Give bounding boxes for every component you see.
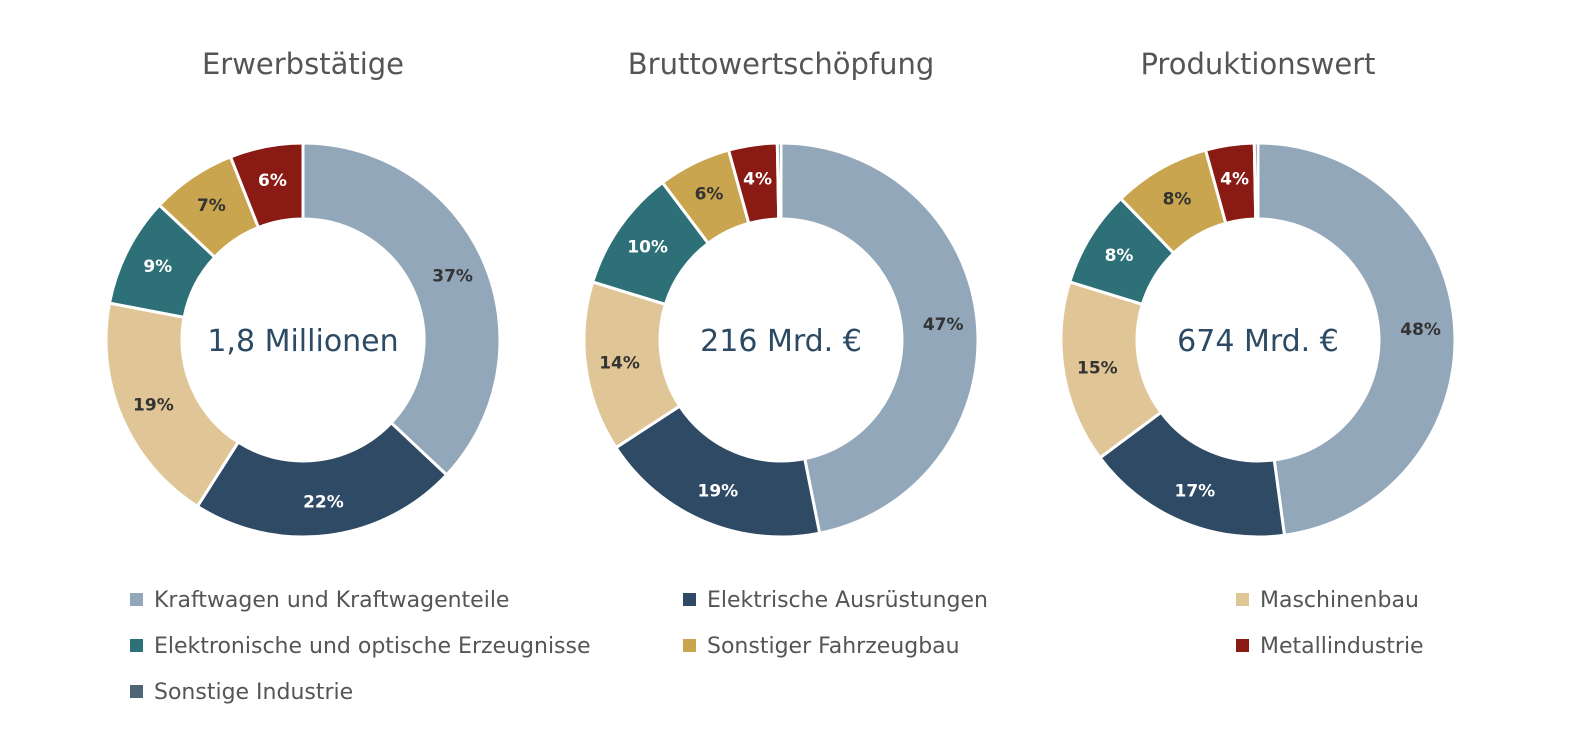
slice-data-label: 48%	[1400, 320, 1441, 340]
donut-chart-produktionswert: Produktionswert 48% 17% 15% 8% 8% 4% 674 Mrd. €	[1059, 47, 1457, 539]
donut-slice-maschinenbau	[104, 301, 241, 509]
legend-item-metallindustrie: Metallindustrie	[1236, 634, 1424, 659]
donut-chart-bruttowertschoepfung: Bruttowertschöpfung 47% 19% 14% 10% 6% 4% 216 M…	[582, 47, 980, 539]
slice-data-label: 7%	[197, 196, 226, 216]
legend-swatch	[683, 639, 696, 652]
legend-swatch	[1236, 593, 1249, 606]
legend-swatch	[130, 639, 143, 652]
slice-data-label: 8%	[1105, 246, 1134, 266]
chart-title: Bruttowertschöpfung	[628, 47, 935, 81]
donut-slice-kraftwagen-und-kraftwagenteile	[1256, 141, 1457, 537]
legend-label: Maschinenbau	[1260, 588, 1419, 613]
slice-data-label: 4%	[1220, 170, 1249, 190]
slice-data-label: 19%	[698, 481, 739, 501]
donut-slice-elektrische-ausruestungen	[195, 420, 449, 539]
slice-data-label: 19%	[133, 396, 174, 416]
legend-item-elektrische-ausruestungen: Elektrische Ausrüstungen	[683, 588, 988, 613]
legend-swatch	[130, 593, 143, 606]
donut-slice-kraftwagen-und-kraftwagenteile	[301, 141, 502, 477]
legend-item-elektronische-und-optische-erzeugnisse: Elektronische und optische Erzeugnisse	[130, 634, 591, 659]
chart-title: Produktionswert	[1140, 47, 1375, 81]
donut-slice-sonstige-industrie	[1252, 141, 1260, 221]
legend-label: Elektrische Ausrüstungen	[707, 588, 988, 613]
slice-data-label: 15%	[1077, 359, 1118, 379]
slice-data-label: 14%	[599, 354, 640, 374]
donut-slice-sonstige-industrie	[775, 141, 783, 221]
legend-item-sonstiger-fahrzeugbau: Sonstiger Fahrzeugbau	[683, 634, 960, 659]
legend-label: Elektronische und optische Erzeugnisse	[154, 634, 591, 659]
legend-item-kraftwagen-und-kraftwagenteile: Kraftwagen und Kraftwagenteile	[130, 588, 509, 613]
legend-label: Sonstiger Fahrzeugbau	[707, 634, 960, 659]
slice-data-label: 6%	[695, 185, 724, 205]
donut-slice-kraftwagen-und-kraftwagenteile	[779, 141, 980, 535]
slice-data-label: 10%	[627, 237, 668, 257]
legend-item-sonstige-industrie: Sonstige Industrie	[130, 680, 353, 705]
slice-data-label: 6%	[258, 171, 287, 191]
slice-data-label: 37%	[432, 266, 473, 286]
legend-item-maschinenbau: Maschinenbau	[1236, 588, 1419, 613]
center-total-label: 674 Mrd. €	[1177, 324, 1339, 359]
slice-data-label: 17%	[1175, 481, 1216, 501]
slice-data-label: 22%	[303, 493, 344, 513]
legend-swatch	[130, 685, 143, 698]
center-total-label: 1,8 Millionen	[207, 324, 398, 359]
legend-swatch	[683, 593, 696, 606]
legend-swatch	[1236, 639, 1249, 652]
legend-label: Sonstige Industrie	[154, 680, 353, 705]
slice-data-label: 8%	[1163, 190, 1192, 210]
legend: Kraftwagen und Kraftwagenteile Elektrisch…	[130, 588, 1424, 705]
slice-data-label: 9%	[143, 257, 172, 277]
chart-title: Erwerbstätige	[202, 47, 404, 81]
donut-slice-metallindustrie	[228, 141, 305, 230]
slice-data-label: 47%	[923, 315, 964, 335]
charts-layer: Erwerbstätige 37% 22% 19% 9% 7% 6% 1,8 Millione…	[104, 47, 1457, 539]
legend-label: Kraftwagen und Kraftwagenteile	[154, 588, 509, 613]
legend-label: Metallindustrie	[1260, 634, 1424, 659]
slice-data-label: 4%	[743, 170, 772, 190]
donut-chart-erwerbstaetige: Erwerbstätige 37% 22% 19% 9% 7% 6% 1,8 Millione…	[104, 47, 502, 539]
center-total-label: 216 Mrd. €	[700, 324, 862, 359]
donut-slice-elektrische-ausruestungen	[613, 404, 822, 539]
